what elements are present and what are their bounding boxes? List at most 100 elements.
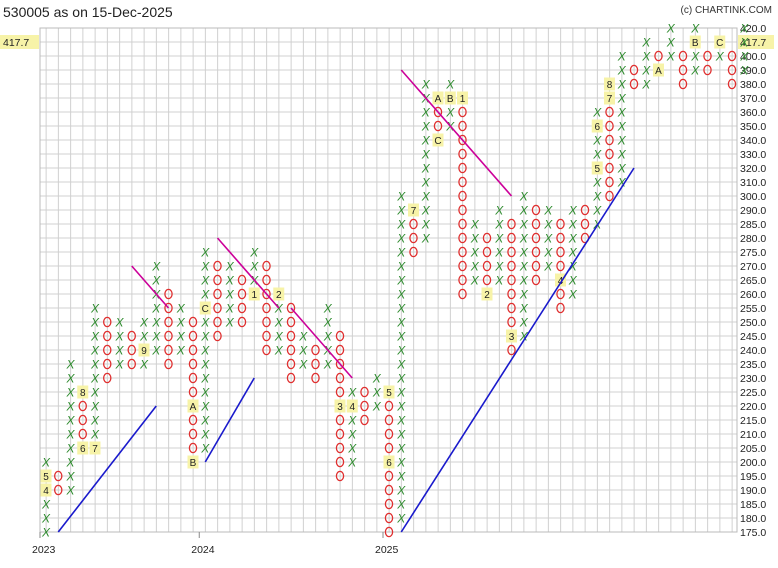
x-box: X [176, 316, 186, 330]
x-box: X [65, 414, 75, 428]
x-box: X [519, 316, 529, 330]
x-box: X [200, 330, 210, 344]
x-box: X [396, 204, 406, 218]
x-box: X [396, 484, 406, 498]
x-box: X [617, 50, 627, 64]
x-box: X [41, 526, 51, 540]
y-tick-label: 300.0 [740, 191, 766, 203]
month-marker: 4 [349, 402, 355, 413]
o-box [188, 414, 198, 426]
o-box [335, 386, 345, 398]
month-marker-bg [77, 385, 89, 399]
last-price-badge-left [0, 35, 39, 49]
o-box [678, 78, 688, 90]
y-tick-label: 190.0 [740, 485, 766, 497]
o-box [458, 120, 467, 132]
month-marker-bg [346, 399, 358, 413]
x-box: X [298, 344, 308, 358]
x-box: X [421, 148, 431, 162]
x-box: X [617, 162, 627, 176]
x-box: X [396, 246, 406, 260]
o-box [727, 50, 737, 62]
o-box [127, 344, 136, 356]
x-box: X [90, 386, 100, 400]
y-tick-label: 260.0 [740, 289, 766, 301]
y-tick-label: 200.0 [740, 457, 766, 469]
x-box: X [617, 176, 627, 190]
month-marker: C [434, 136, 441, 147]
o-box [507, 316, 516, 328]
x-box: X [396, 302, 406, 316]
x-box: X [690, 50, 700, 64]
x-box: X [494, 218, 504, 232]
x-box: X [298, 330, 308, 344]
x-box: X [200, 442, 210, 456]
x-box: X [617, 148, 627, 162]
x-box: X [396, 316, 406, 330]
o-box [507, 232, 516, 244]
x-box: X [396, 232, 406, 246]
x-box: X [519, 260, 529, 274]
plot-frame [39, 27, 738, 533]
x-tick-label: 2023 [32, 544, 56, 556]
y-tick-label: 350.0 [740, 121, 766, 133]
x-box: X [90, 372, 100, 386]
o-box [409, 246, 418, 258]
o-box [237, 274, 247, 286]
month-marker-bg [591, 119, 603, 133]
x-box: X [396, 456, 406, 470]
month-marker: 2 [484, 290, 490, 301]
x-box: X [65, 428, 75, 442]
y-tick-label: 205.0 [740, 443, 766, 455]
x-box: X [65, 442, 75, 456]
month-marker: 3 [509, 332, 515, 343]
o-box [103, 358, 112, 370]
o-box [531, 274, 541, 286]
month-marker: 5 [43, 472, 49, 483]
x-box: X [519, 190, 529, 204]
o-box [433, 120, 443, 132]
x-box: X [421, 78, 431, 92]
x-box: X [200, 288, 210, 302]
o-box [103, 316, 112, 328]
x-box: X [519, 218, 529, 232]
month-marker-bg [383, 455, 395, 469]
month-marker: 9 [141, 346, 147, 357]
x-box: X [65, 470, 75, 484]
o-box [188, 344, 198, 356]
o-box [556, 302, 565, 314]
o-box [213, 274, 222, 286]
o-box [335, 470, 345, 482]
o-box [164, 316, 173, 328]
x-box: X [225, 274, 235, 288]
o-box [458, 288, 467, 300]
y-tick-label: 230.0 [740, 373, 766, 385]
x-box: X [323, 330, 333, 344]
x-box: X [470, 274, 480, 288]
o-box [78, 400, 88, 412]
o-box [384, 498, 394, 510]
o-box [335, 372, 345, 384]
y-tick-label: 275.0 [740, 247, 766, 259]
x-box: X [568, 246, 578, 260]
x-box: X [200, 316, 210, 330]
o-box [188, 442, 198, 454]
o-box [311, 344, 320, 356]
x-box: X [543, 260, 553, 274]
o-box [409, 218, 418, 230]
month-marker: B [447, 94, 454, 105]
x-box: X [225, 316, 235, 330]
o-box [262, 330, 271, 342]
x-box: X [641, 36, 651, 50]
month-marker-bg [432, 133, 444, 147]
o-box [127, 330, 136, 342]
o-box [237, 302, 247, 314]
o-box [556, 288, 565, 300]
y-tick-label: 370.0 [740, 93, 766, 105]
x-box: X [139, 316, 149, 330]
x-box: X [470, 260, 480, 274]
month-marker-bg [506, 329, 517, 343]
o-box [213, 288, 222, 300]
x-box: X [494, 246, 504, 260]
